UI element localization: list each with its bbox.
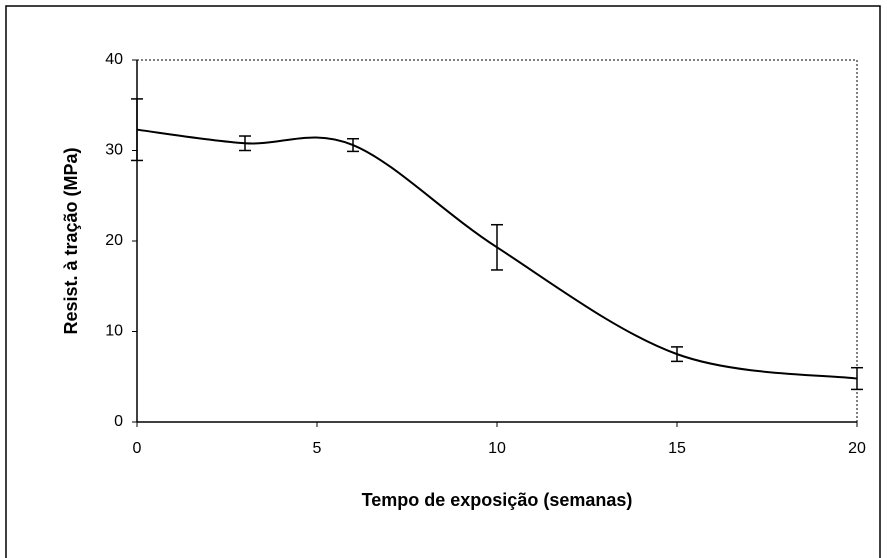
- error-bar: [851, 366, 863, 391]
- y-tick-label: 30: [105, 142, 123, 159]
- frame: [5, 5, 881, 558]
- x-tick-label: 5: [313, 440, 322, 457]
- error-bar: [491, 223, 503, 271]
- y-tick-label: 40: [105, 51, 123, 68]
- x-tick-label: 15: [668, 440, 686, 457]
- x-tick-label: 0: [133, 440, 142, 457]
- error-bar: [671, 346, 683, 363]
- error-bar: [239, 135, 251, 152]
- error-bar: [131, 98, 143, 162]
- y-axis-label: Resist. à tração (MPa): [61, 147, 81, 334]
- y-tick-label: 0: [114, 413, 123, 430]
- x-tick-label: 10: [488, 440, 506, 457]
- error-bar: [347, 137, 359, 153]
- x-axis-label: Tempo de exposição (semanas): [362, 490, 633, 510]
- y-tick-label: 20: [105, 232, 123, 249]
- x-tick-label: 20: [848, 440, 866, 457]
- y-tick-label: 10: [105, 323, 123, 340]
